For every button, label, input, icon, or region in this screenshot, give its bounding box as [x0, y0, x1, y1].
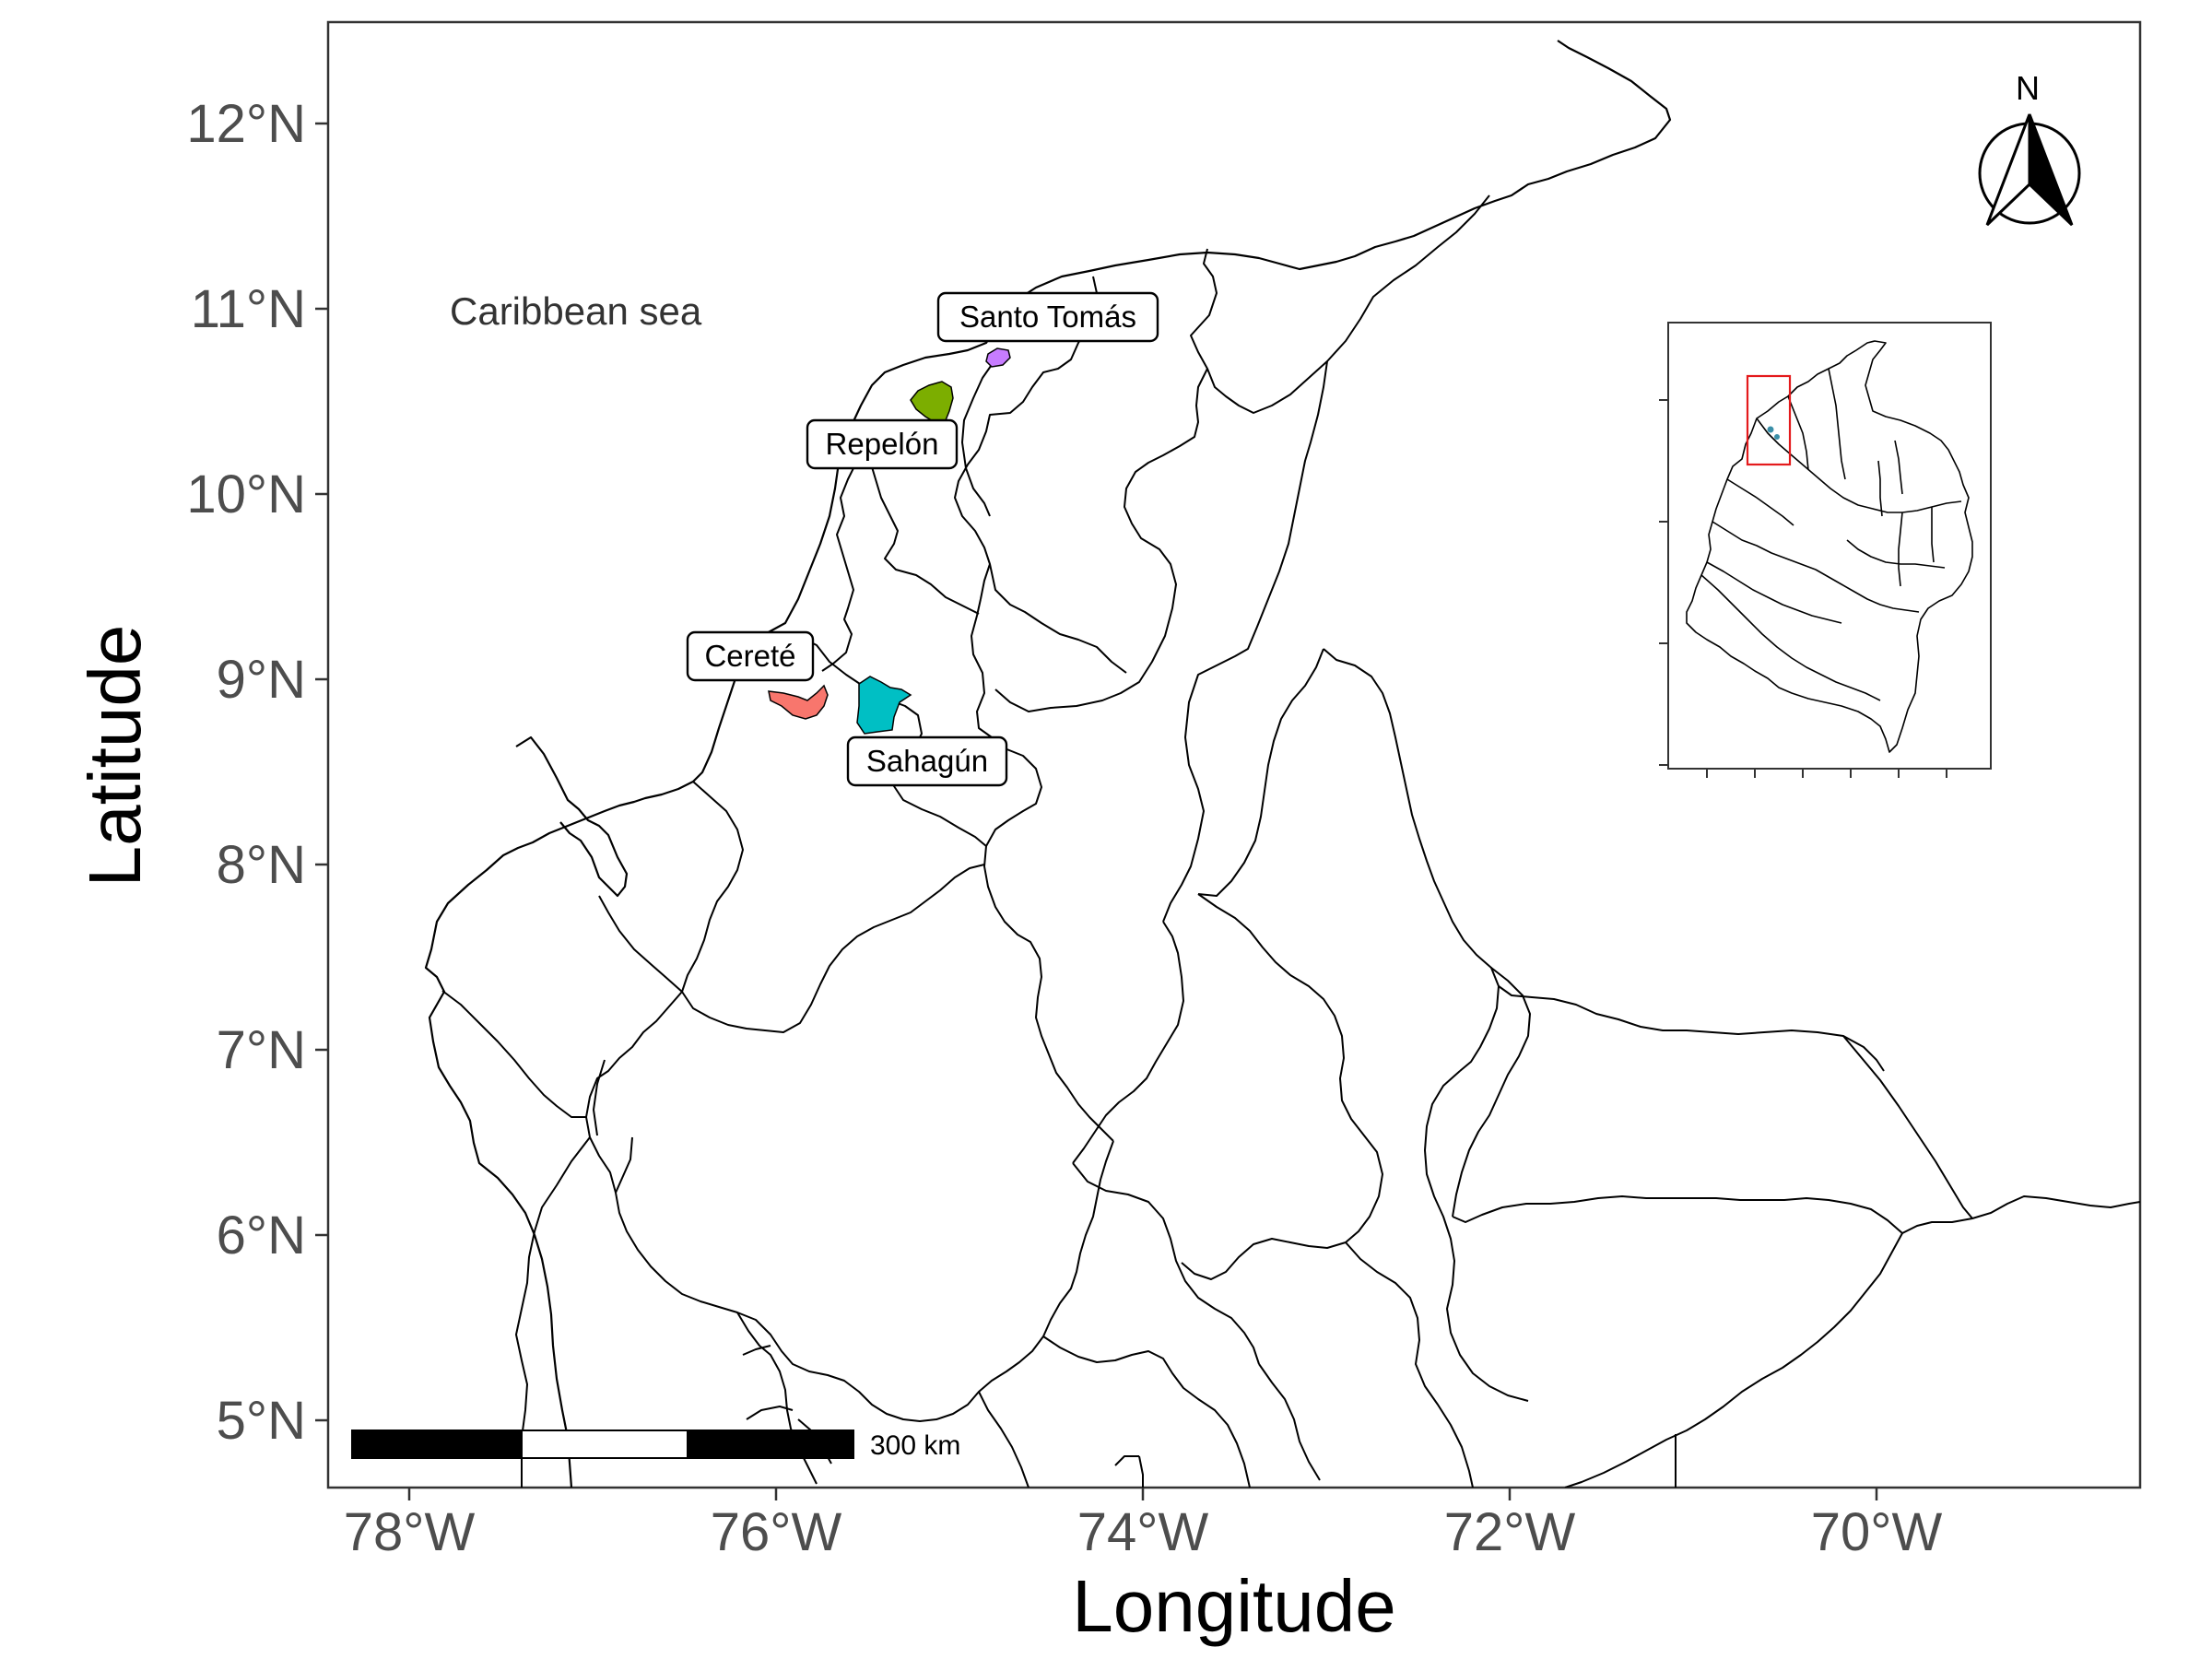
x-tick-label: 70°W [1811, 1502, 1943, 1562]
municipalities-layer [768, 347, 1011, 735]
dept-choco-interior [441, 990, 586, 1118]
y-tick-label: 11°N [191, 279, 306, 339]
y-tick-label: 7°N [217, 1020, 306, 1080]
dept-cesar [994, 368, 1208, 712]
dept-boyaca [1345, 1241, 1474, 1488]
inset-municipality-marker [1767, 426, 1774, 433]
north-label: N [2016, 69, 2040, 107]
label-box [846, 735, 1008, 787]
dept-norte-santander-west [1197, 648, 1324, 897]
municipality-santo-tomas [985, 347, 1011, 368]
inset-departments [1700, 368, 1962, 701]
x-tick-label: 78°W [344, 1502, 476, 1562]
x-tick-label: 76°W [711, 1502, 842, 1562]
dept-santander [1181, 893, 1383, 1280]
dept-antioquia-east [1072, 1162, 1260, 1365]
x-tick-label: 74°W [1077, 1502, 1209, 1562]
inset-map [1659, 322, 1992, 778]
dept-cundinamarca-south [1258, 1363, 1321, 1481]
scale-segment-2 [521, 1430, 688, 1459]
municipality-labels: Santo Tomás Repelón Cereté Sahagún [686, 291, 1159, 787]
y-tick-label: 5°N [217, 1391, 306, 1451]
inset-municipality-marker [1774, 434, 1780, 440]
dept-bolivar [821, 460, 858, 672]
dept-guajira [1190, 194, 1490, 414]
sea-label: Caribbean sea [450, 289, 702, 333]
dept-norte-santander [1323, 648, 1500, 1072]
label-box [686, 630, 815, 682]
label-repelon: Repelón [806, 418, 959, 470]
scale-segment-1 [351, 1430, 523, 1459]
dept-cordoba [681, 781, 985, 1033]
map-panel: Santo Tomás Repelón Cereté Sahagún Carib… [326, 20, 2142, 1489]
y-axis-ticks: 12°N 11°N 10°N 9°N 8°N 7°N 6°N 5°N [186, 94, 328, 1451]
dept-cundinamarca [1042, 1335, 1251, 1488]
y-tick-label: 9°N [217, 650, 306, 710]
municipality-sahagun [856, 676, 912, 735]
municipality-cerete [768, 684, 829, 720]
y-tick-label: 10°N [186, 465, 306, 524]
scale-label: 300 km [870, 1430, 960, 1461]
label-box [806, 418, 959, 470]
coastline [424, 40, 1672, 1488]
x-tick-label: 72°W [1444, 1502, 1576, 1562]
y-tick-label: 8°N [217, 835, 306, 895]
dept-bolivar-central [971, 598, 1114, 1142]
uraba-coast [515, 735, 629, 898]
inset-highlight-box [1746, 374, 1792, 466]
department-boundaries [424, 40, 2140, 1488]
label-box [936, 291, 1159, 343]
dept-arauca-west [1452, 967, 1531, 1218]
dept-tolima [1114, 1455, 1144, 1488]
label-sahagun: Sahagún [846, 735, 1008, 787]
label-cerete-text: Cereté [704, 639, 795, 673]
label-santo-tomas: Santo Tomás [936, 291, 1159, 343]
inset-ticks [1659, 399, 1947, 778]
label-santo-tomas-text: Santo Tomás [959, 300, 1136, 334]
dept-caldas-east [978, 1391, 1030, 1488]
dept-meta [1564, 1232, 1903, 1488]
y-tick-label: 6°N [217, 1206, 306, 1265]
label-cerete: Cereté [686, 630, 815, 682]
inset-colombia-outline [1686, 340, 1973, 753]
dept-choco [515, 1059, 633, 1488]
north-arrow-right-half [2028, 113, 2074, 227]
north-arrow: N [1978, 69, 2081, 227]
scale-bar: 300 km [351, 1430, 960, 1461]
dept-vichada-border [1901, 1195, 2140, 1234]
label-repelon-text: Repelón [826, 427, 939, 461]
dept-cesar-south [1162, 360, 1328, 923]
scale-segment-3 [687, 1430, 854, 1459]
label-sahagun-text: Sahagún [866, 744, 988, 778]
y-tick-label: 12°N [186, 94, 306, 154]
y-axis: 12°N 11°N 10°N 9°N 8°N 7°N 6°N 5°N Latitude [74, 94, 328, 1451]
dept-bolivar-river [989, 563, 1127, 674]
dept-bolivar-south [1072, 921, 1184, 1164]
x-axis: 78°W 76°W 74°W 72°W 70°W Longitude [344, 1488, 1943, 1647]
dept-venezuela-border [1842, 1035, 1973, 1219]
inset-border [1667, 322, 1992, 770]
x-axis-title: Longitude [1072, 1565, 1395, 1647]
x-axis-ticks: 78°W 76°W 74°W 72°W 70°W [344, 1488, 1943, 1562]
dept-casanare [1452, 1195, 1903, 1234]
y-axis-title: Latitude [74, 625, 156, 888]
municipality-repelon [910, 381, 954, 423]
dept-boyaca-north [1424, 1070, 1529, 1402]
dept-atlantico [961, 359, 996, 517]
